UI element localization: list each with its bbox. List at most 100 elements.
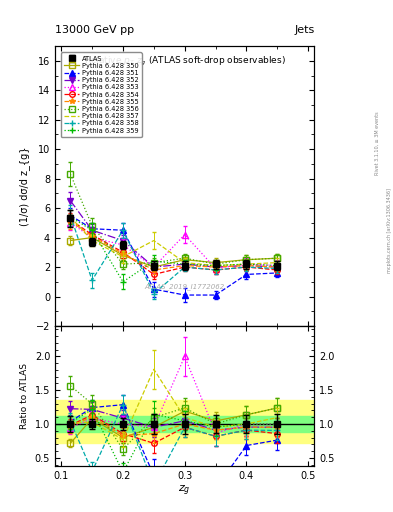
Pythia 6.428 354 — [244, 264, 249, 270]
Pythia 6.428 358 — [213, 267, 218, 273]
Line: Pythia 6.428 359: Pythia 6.428 359 — [68, 214, 280, 285]
Pythia 6.428 353 — [182, 231, 187, 238]
Y-axis label: Ratio to ATLAS: Ratio to ATLAS — [20, 363, 29, 429]
Line: Pythia 6.428 357: Pythia 6.428 357 — [70, 217, 277, 266]
Pythia 6.428 358 — [244, 264, 249, 270]
Pythia 6.428 357 — [213, 263, 218, 269]
Text: ATLAS_2019_I1772062: ATLAS_2019_I1772062 — [145, 283, 225, 290]
Pythia 6.428 350 — [275, 255, 280, 261]
Pythia 6.428 354 — [90, 231, 94, 238]
Pythia 6.428 358 — [90, 277, 94, 283]
Pythia 6.428 356 — [121, 261, 125, 267]
Pythia 6.428 359 — [68, 214, 73, 220]
Bar — [55, 416, 314, 432]
Pythia 6.428 356 — [90, 223, 94, 229]
Line: Pythia 6.428 356: Pythia 6.428 356 — [68, 172, 280, 267]
Pythia 6.428 356 — [182, 255, 187, 261]
Pythia 6.428 359 — [213, 263, 218, 269]
Pythia 6.428 357 — [275, 260, 280, 266]
Pythia 6.428 358 — [151, 290, 156, 296]
Pythia 6.428 357 — [244, 261, 249, 267]
Pythia 6.428 356 — [213, 261, 218, 267]
Pythia 6.428 350 — [244, 257, 249, 263]
Pythia 6.428 352 — [182, 261, 187, 267]
Pythia 6.428 350 — [151, 264, 156, 270]
Pythia 6.428 351 — [121, 227, 125, 233]
Bar — [55, 400, 314, 443]
Pythia 6.428 350 — [213, 260, 218, 266]
Pythia 6.428 354 — [68, 217, 73, 223]
Line: Pythia 6.428 355: Pythia 6.428 355 — [68, 219, 280, 273]
Pythia 6.428 353 — [121, 242, 125, 248]
Text: 13000 GeV pp: 13000 GeV pp — [55, 25, 134, 35]
Pythia 6.428 356 — [151, 260, 156, 266]
Y-axis label: (1/σ) dσ/d z_{g}: (1/σ) dσ/d z_{g} — [19, 146, 30, 226]
Pythia 6.428 357 — [182, 260, 187, 266]
Pythia 6.428 351 — [151, 286, 156, 292]
Text: Relative $p_T$ $z_g$ (ATLAS soft-drop observables): Relative $p_T$ $z_g$ (ATLAS soft-drop ob… — [84, 54, 286, 68]
Pythia 6.428 352 — [275, 264, 280, 270]
X-axis label: $z_g$: $z_g$ — [178, 483, 191, 498]
Pythia 6.428 357 — [151, 238, 156, 244]
Pythia 6.428 352 — [68, 198, 73, 204]
Pythia 6.428 357 — [68, 214, 73, 220]
Pythia 6.428 354 — [151, 271, 156, 278]
Pythia 6.428 359 — [151, 258, 156, 264]
Pythia 6.428 356 — [244, 257, 249, 263]
Pythia 6.428 355 — [90, 233, 94, 239]
Pythia 6.428 350 — [121, 252, 125, 259]
Line: Pythia 6.428 358: Pythia 6.428 358 — [68, 212, 280, 296]
Pythia 6.428 353 — [90, 234, 94, 241]
Pythia 6.428 359 — [90, 227, 94, 233]
Line: Pythia 6.428 350: Pythia 6.428 350 — [68, 235, 280, 270]
Pythia 6.428 355 — [121, 251, 125, 257]
Pythia 6.428 352 — [121, 238, 125, 244]
Pythia 6.428 356 — [68, 171, 73, 177]
Pythia 6.428 355 — [275, 264, 280, 270]
Pythia 6.428 353 — [68, 220, 73, 226]
Pythia 6.428 352 — [151, 264, 156, 270]
Pythia 6.428 352 — [90, 227, 94, 233]
Pythia 6.428 355 — [213, 264, 218, 270]
Pythia 6.428 354 — [275, 267, 280, 273]
Pythia 6.428 351 — [68, 212, 73, 219]
Pythia 6.428 359 — [275, 263, 280, 269]
Pythia 6.428 355 — [182, 263, 187, 269]
Legend: ATLAS, Pythia 6.428 350, Pythia 6.428 351, Pythia 6.428 352, Pythia 6.428 353, P: ATLAS, Pythia 6.428 350, Pythia 6.428 35… — [61, 52, 142, 137]
Pythia 6.428 359 — [121, 279, 125, 285]
Pythia 6.428 355 — [151, 267, 156, 273]
Text: mcplots.cern.ch [arXiv:1306.3436]: mcplots.cern.ch [arXiv:1306.3436] — [387, 188, 391, 273]
Pythia 6.428 353 — [151, 264, 156, 270]
Pythia 6.428 350 — [182, 257, 187, 263]
Pythia 6.428 354 — [182, 264, 187, 270]
Pythia 6.428 353 — [275, 263, 280, 269]
Pythia 6.428 351 — [213, 292, 218, 298]
Pythia 6.428 358 — [275, 265, 280, 271]
Pythia 6.428 355 — [244, 263, 249, 269]
Pythia 6.428 356 — [275, 255, 280, 261]
Line: Pythia 6.428 352: Pythia 6.428 352 — [68, 198, 280, 270]
Pythia 6.428 354 — [213, 267, 218, 273]
Pythia 6.428 351 — [182, 292, 187, 298]
Line: Pythia 6.428 353: Pythia 6.428 353 — [68, 220, 280, 271]
Pythia 6.428 355 — [68, 218, 73, 224]
Line: Pythia 6.428 354: Pythia 6.428 354 — [68, 217, 280, 277]
Pythia 6.428 351 — [90, 226, 94, 232]
Text: Jets: Jets — [294, 25, 314, 35]
Pythia 6.428 352 — [213, 264, 218, 270]
Pythia 6.428 351 — [244, 271, 249, 278]
Pythia 6.428 358 — [121, 227, 125, 233]
Pythia 6.428 352 — [244, 263, 249, 269]
Pythia 6.428 353 — [213, 265, 218, 271]
Text: Rivet 3.1.10, ≥ 3M events: Rivet 3.1.10, ≥ 3M events — [375, 112, 380, 175]
Pythia 6.428 358 — [182, 264, 187, 270]
Pythia 6.428 350 — [68, 238, 73, 244]
Pythia 6.428 357 — [90, 238, 94, 244]
Pythia 6.428 353 — [244, 261, 249, 267]
Pythia 6.428 350 — [90, 234, 94, 241]
Line: Pythia 6.428 351: Pythia 6.428 351 — [68, 212, 280, 298]
Pythia 6.428 357 — [121, 253, 125, 260]
Pythia 6.428 354 — [121, 249, 125, 255]
Pythia 6.428 351 — [275, 270, 280, 276]
Pythia 6.428 359 — [244, 261, 249, 267]
